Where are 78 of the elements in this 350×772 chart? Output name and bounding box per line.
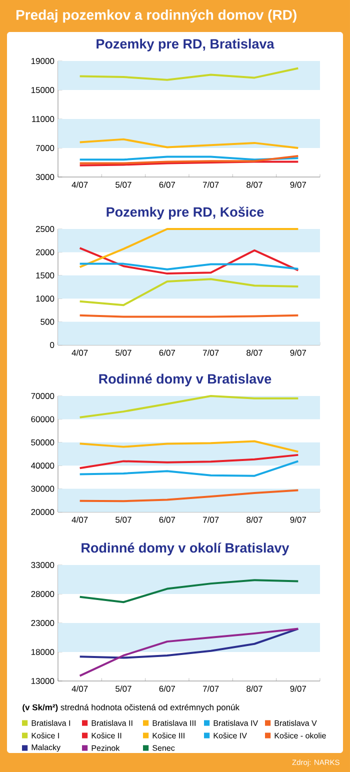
y-tick-label: 18000	[31, 649, 54, 656]
chart-title: Rodinné domy v okolí Bratislavy	[82, 542, 290, 556]
legend-label: Košice II	[92, 732, 122, 738]
line-series	[78, 395, 300, 418]
legend-label: Malacky	[32, 744, 61, 752]
y-tick-label: 15000	[31, 87, 54, 94]
x-tick-label: 9/07	[290, 686, 306, 692]
x-tick-label: 6/07	[159, 350, 175, 356]
x-tick-label: 5/07	[116, 350, 132, 356]
x-tick-label: 8/07	[246, 350, 262, 356]
y-tick-label: 3000	[36, 174, 54, 180]
x-tick-label: 5/07	[116, 182, 132, 188]
y-tick-label: 33000	[31, 562, 54, 568]
y-tick-label: 1000	[36, 296, 54, 302]
chart-subtitle: Pozemky pre RD, Bratislava	[96, 38, 274, 52]
chart-title: Pozemky pre RD, Košice	[106, 206, 264, 220]
line-series	[78, 138, 300, 150]
y-tick-label: 2000	[36, 249, 54, 256]
line-series	[78, 154, 300, 164]
x-tick-label: 7/07	[202, 686, 219, 692]
y-tick-label: 0	[50, 342, 54, 348]
y-tick-label: 19000	[31, 58, 54, 64]
x-tick-label: 4/07	[72, 516, 88, 523]
y-tick-label: 30000	[31, 486, 54, 492]
legend-label: Bratislava I	[32, 720, 70, 726]
x-tick-label: 6/07	[159, 686, 175, 692]
y-tick-label: 50000	[31, 439, 54, 446]
x-tick-label: 8/07	[246, 182, 262, 188]
y-tick-label: 13000	[31, 678, 54, 684]
legend-label: Košice - okolie	[274, 732, 326, 738]
y-tick-label: 40000	[31, 462, 54, 469]
x-tick-label: 6/07	[159, 182, 175, 188]
y-tick-label: 23000	[31, 620, 54, 626]
x-tick-label: 9/07	[290, 516, 306, 523]
y-tick-label: 20000	[31, 509, 54, 516]
x-tick-label: 5/07	[116, 686, 132, 692]
legend-label: Bratislava II	[92, 720, 132, 726]
y-tick-label: 1500	[36, 272, 54, 278]
x-tick-label: 5/07	[116, 516, 132, 523]
legend-label: Bratislava III	[152, 720, 196, 726]
line-series	[78, 67, 300, 81]
line-series	[78, 440, 300, 453]
y-tick-label: 70000	[31, 393, 54, 400]
x-tick-label: 7/07	[202, 350, 219, 356]
x-tick-label: 4/07	[72, 686, 88, 692]
legend-label: Pezinok	[92, 745, 120, 751]
x-tick-label: 4/07	[72, 182, 88, 188]
line-series	[78, 628, 300, 659]
y-tick-label: 28000	[31, 591, 54, 598]
y-tick-label: 60000	[31, 416, 54, 422]
x-tick-label: 4/07	[72, 350, 88, 356]
legend-label: Košice I	[32, 732, 59, 738]
line-series	[78, 628, 300, 677]
x-tick-label: 8/07	[246, 516, 262, 523]
line-series	[78, 278, 300, 306]
line-series	[78, 489, 300, 502]
legend-label: Bratislava V	[274, 720, 317, 726]
legend-label: Bratislava IV	[214, 720, 258, 726]
x-tick-label: 9/07	[290, 350, 306, 356]
y-tick-label: 7000	[36, 145, 54, 152]
chart-title: Predaj pozemkov a rodinných domov (RD)	[16, 9, 296, 23]
chart-title: Rodinné domy v Bratislave	[99, 374, 272, 386]
y-tick-label: 11000	[32, 116, 54, 122]
x-tick-label: 6/07	[159, 516, 175, 523]
y-tick-label: 2500	[36, 226, 54, 232]
x-tick-label: 9/07	[290, 182, 306, 188]
text: (v Sk/m²) stredná hodnota očistená od extrémnych ponúk	[22, 704, 240, 712]
x-tick-label: 8/07	[246, 686, 262, 692]
legend-label: Košice IV	[214, 732, 247, 738]
line-series	[78, 454, 300, 470]
line-series	[78, 579, 300, 604]
legend-label: Senec	[152, 745, 175, 751]
y-tick-label: 500	[40, 318, 54, 325]
line-series	[78, 460, 300, 477]
x-tick-label: 7/07	[202, 516, 219, 523]
x-tick-label: 7/07	[202, 182, 219, 188]
line-series	[78, 247, 300, 275]
legend-label: Košice III	[152, 732, 184, 738]
